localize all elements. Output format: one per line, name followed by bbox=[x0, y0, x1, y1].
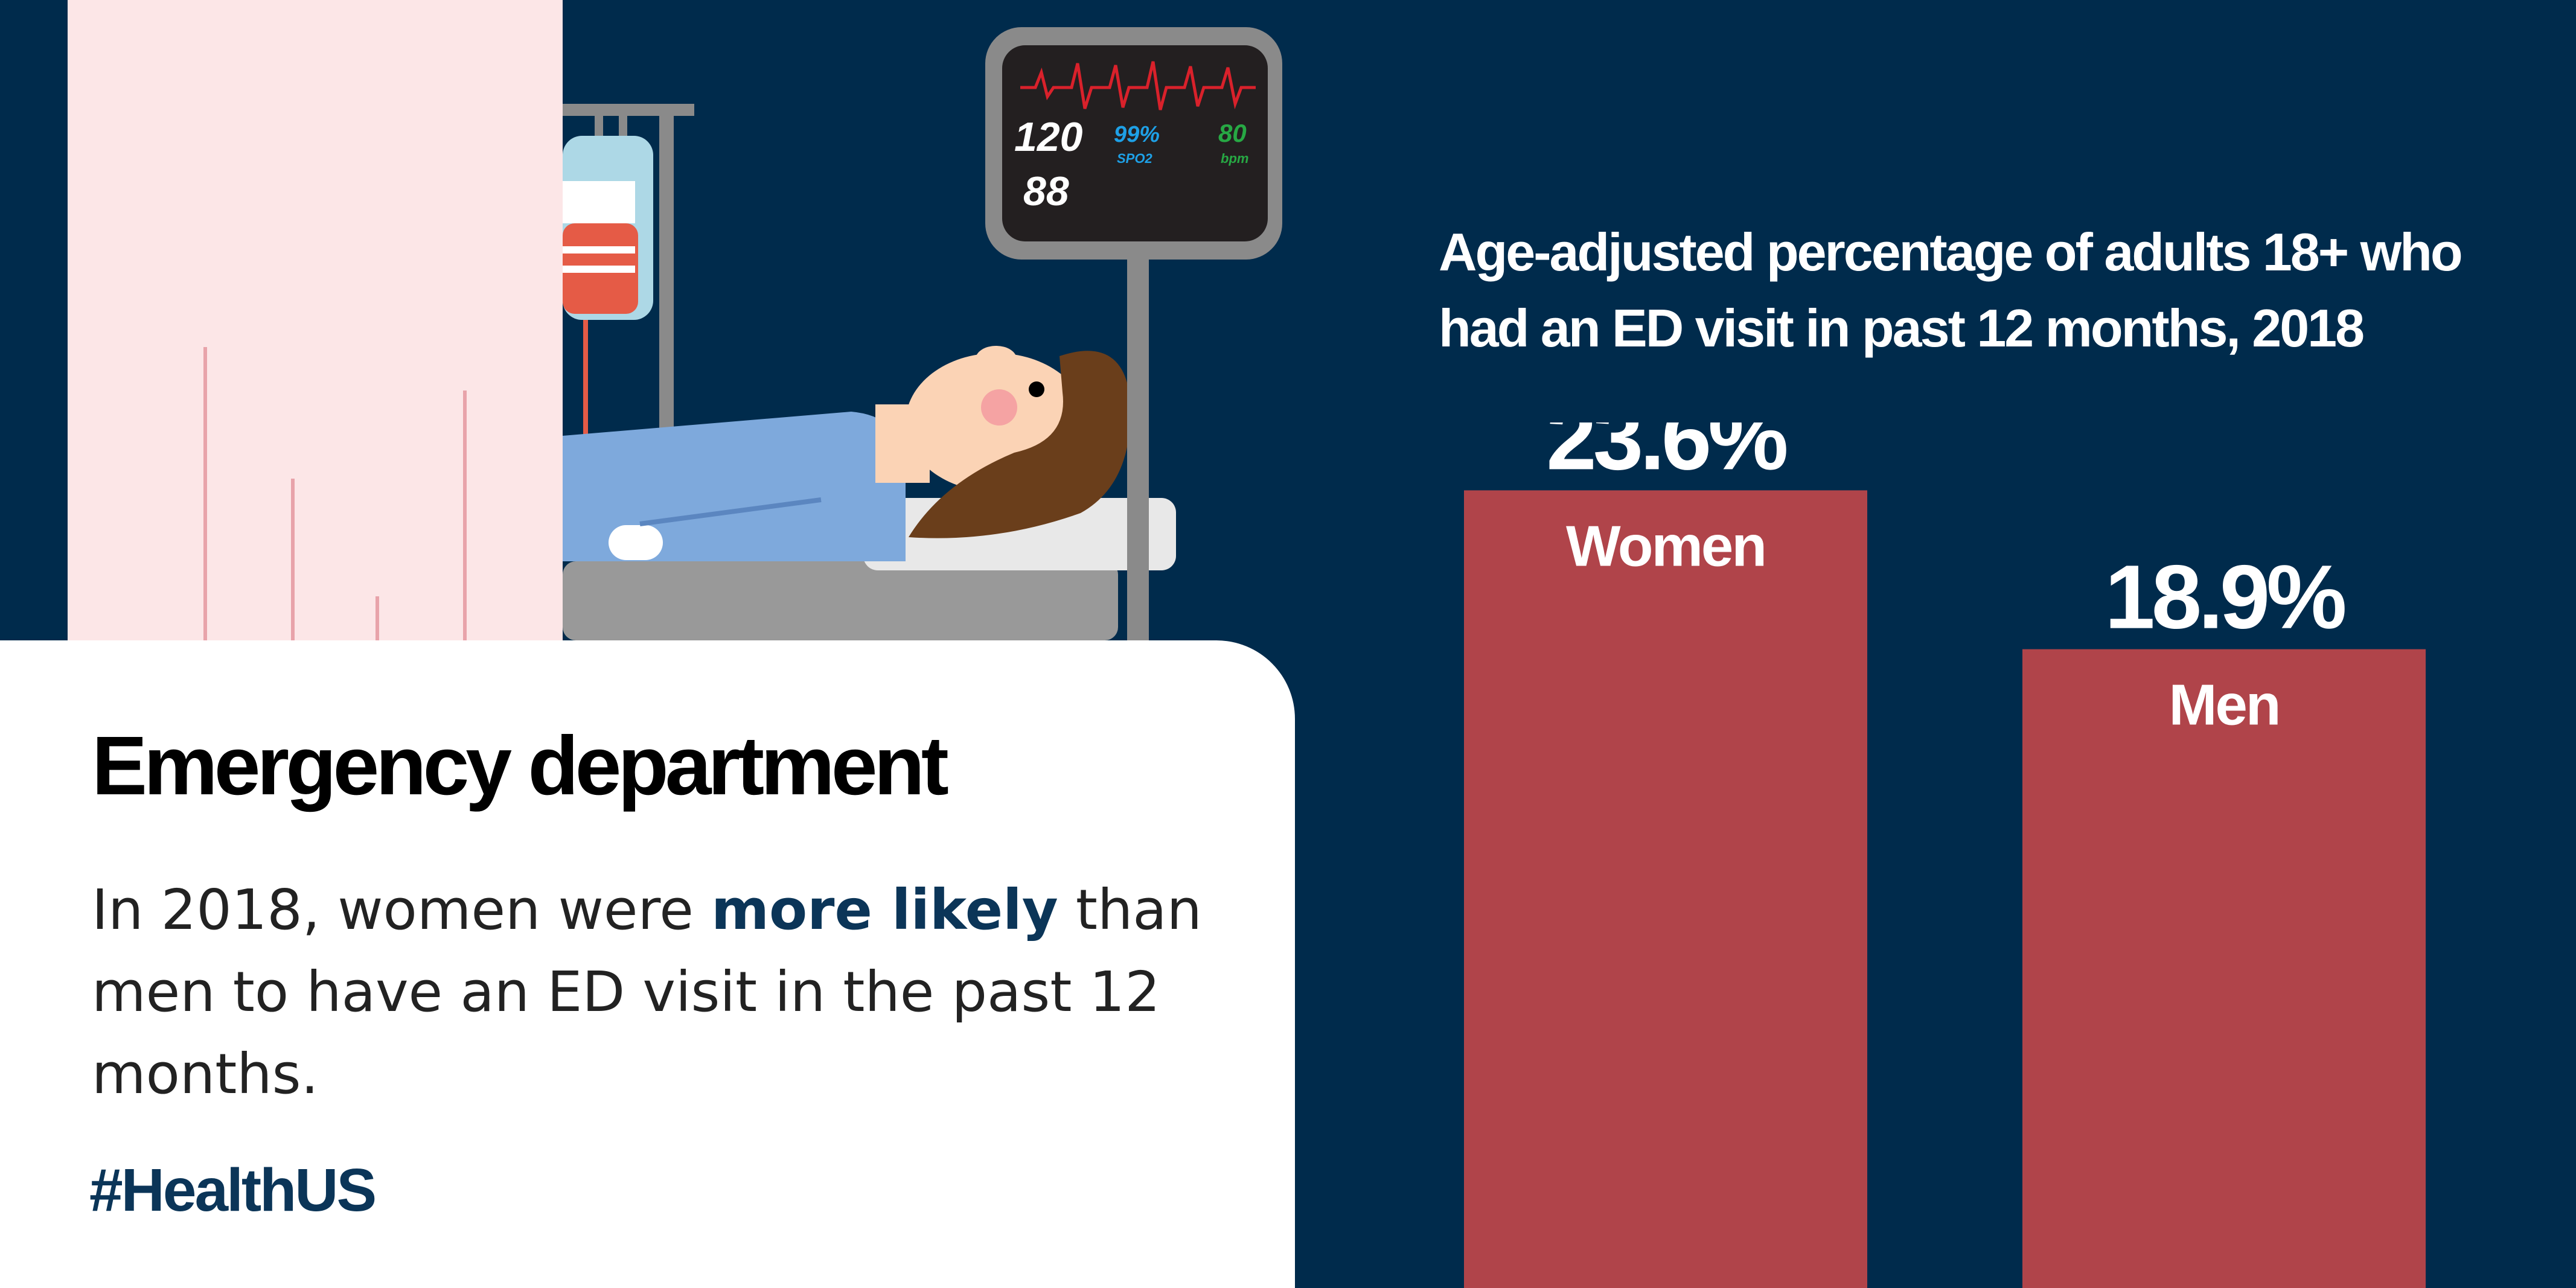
summary-text-emphasis: more likely bbox=[711, 878, 1058, 942]
info-card bbox=[0, 640, 1295, 1288]
heart-rate-waveform bbox=[1020, 61, 1256, 110]
bar-men bbox=[2022, 649, 2426, 1288]
privacy-curtain bbox=[0, 0, 563, 640]
chart-title: Age-adjusted percentage of adults 18+ wh… bbox=[1439, 222, 2463, 358]
blood-pressure-systolic: 120 bbox=[1014, 114, 1083, 160]
category-label-women: Women bbox=[1566, 514, 1765, 578]
iv-bag bbox=[563, 136, 653, 441]
bar-women bbox=[1464, 490, 1867, 1288]
ed-visit-bar-chart: Women 23.6% Men 18.9% bbox=[1464, 422, 2426, 1288]
value-label-men: 18.9% bbox=[2105, 546, 2345, 648]
spo2-label: SPO2 bbox=[1117, 151, 1152, 166]
category-label-men: Men bbox=[2169, 673, 2280, 738]
value-label-women: 23.6% bbox=[1546, 422, 1786, 488]
pulse-label: bpm bbox=[1221, 151, 1248, 166]
hashtag-label[interactable]: #HealthUS bbox=[89, 1156, 377, 1224]
pulse-value: 80 bbox=[1218, 119, 1247, 147]
summary-text: In 2018, women were more likely than men… bbox=[92, 869, 1239, 1115]
blood-pressure-diastolic: 88 bbox=[1023, 168, 1069, 214]
summary-text-end: than men to have an ED visit in the past… bbox=[92, 878, 1202, 1106]
patient-figure bbox=[563, 346, 1131, 561]
summary-text-start: In 2018, women were bbox=[92, 878, 712, 942]
spo2-value: 99% bbox=[1114, 122, 1160, 147]
vital-signs-monitor: 120 88 99% SPO2 80 bpm bbox=[985, 27, 1282, 640]
page-title: Emergency department bbox=[92, 719, 949, 812]
